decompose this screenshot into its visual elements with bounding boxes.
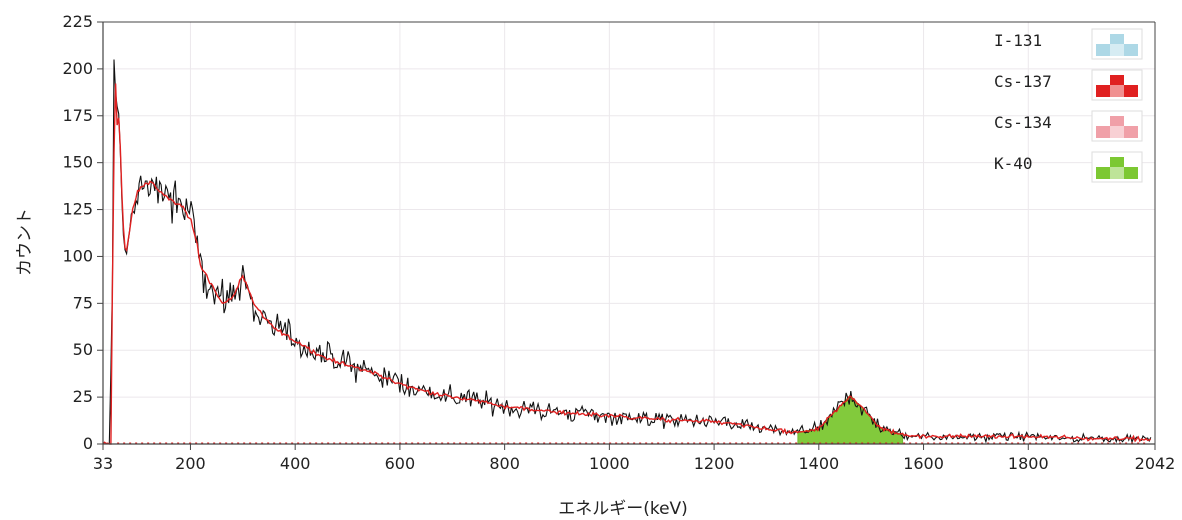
legend-swatch: [1091, 28, 1143, 60]
axes: 0 25 50 75 100 125 150 175 200 225 33 200 400 600 800 1…: [62, 12, 1175, 473]
y-tick-label: 125: [62, 200, 93, 219]
x-tick-label: 800: [489, 454, 520, 473]
legend: I-131 Cs-137 Cs-134 K-40: [994, 28, 1143, 183]
y-tick-label: 175: [62, 106, 93, 125]
plot-frame: [103, 21, 1156, 444]
legend-swatch-notch: [1110, 167, 1124, 179]
y-tick-label: 200: [62, 59, 93, 78]
y-tick-label: 75: [73, 293, 93, 312]
y-tick-label: 225: [62, 12, 93, 31]
legend-label: Cs-137: [994, 72, 1052, 91]
x-tick-label: 2042: [1135, 454, 1176, 473]
y-axis-title: カウント: [15, 208, 35, 276]
y-tick-label: 50: [73, 340, 93, 359]
y-tick-label: 100: [62, 246, 93, 265]
x-tick-label: 400: [280, 454, 311, 473]
x-axis-title: エネルギー(keV): [558, 499, 688, 519]
x-tick-label: 200: [175, 454, 206, 473]
legend-swatch-notch: [1110, 126, 1124, 138]
y-tick-label: 25: [73, 387, 93, 406]
x-tick-label: 1200: [694, 454, 735, 473]
fit-spectrum-line: [102, 83, 1152, 445]
legend-swatch: [1091, 110, 1143, 142]
legend-label: K-40: [994, 154, 1033, 173]
series: [102, 59, 1152, 445]
legend-swatch-notch: [1110, 85, 1124, 97]
legend-swatch-notch: [1110, 44, 1124, 56]
legend-swatch: [1091, 69, 1143, 101]
y-tick-label: 150: [62, 153, 93, 172]
legend-label: Cs-134: [994, 113, 1052, 132]
x-tick-label: 1800: [1008, 454, 1049, 473]
x-tick-label: 1400: [798, 454, 839, 473]
x-tick-label: 1600: [903, 454, 944, 473]
y-tick-label: 0: [83, 434, 93, 453]
x-tick-label: 600: [385, 454, 416, 473]
legend-swatch: [1091, 151, 1143, 183]
x-tick-label: 33: [93, 454, 113, 473]
x-tick-label: 1000: [589, 454, 630, 473]
legend-label: I-131: [994, 31, 1042, 50]
